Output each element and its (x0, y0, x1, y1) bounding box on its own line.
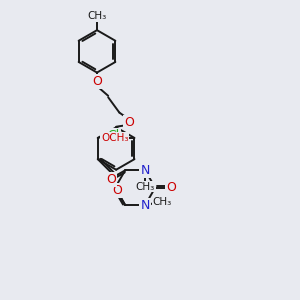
Text: O: O (92, 76, 102, 88)
Text: CH₃: CH₃ (136, 182, 155, 191)
Text: N: N (140, 164, 150, 177)
Text: O: O (112, 184, 122, 197)
Text: OCH₃: OCH₃ (101, 133, 128, 143)
Text: O: O (166, 181, 176, 194)
Text: N: N (140, 199, 150, 212)
Text: O: O (106, 173, 116, 186)
Text: CH₃: CH₃ (87, 11, 106, 21)
Text: Cl: Cl (107, 129, 119, 142)
Text: O: O (124, 116, 134, 128)
Text: CH₃: CH₃ (153, 197, 172, 207)
